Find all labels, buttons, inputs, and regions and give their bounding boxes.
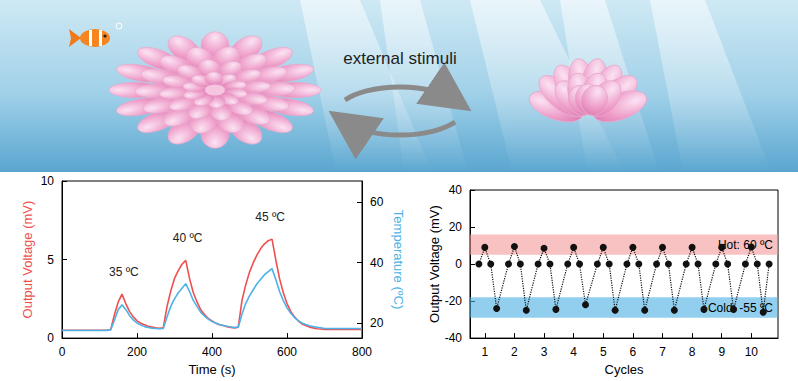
svg-text:Hot: 60 ºC: Hot: 60 ºC: [718, 238, 773, 252]
svg-text:3: 3: [541, 345, 548, 359]
svg-text:60: 60: [370, 195, 384, 209]
svg-text:Temperature (ºC): Temperature (ºC): [391, 210, 406, 309]
svg-text:200: 200: [127, 345, 147, 359]
svg-text:0: 0: [455, 257, 462, 271]
svg-text:800: 800: [352, 345, 372, 359]
svg-text:4: 4: [570, 345, 577, 359]
svg-text:0: 0: [47, 331, 54, 345]
svg-text:5: 5: [47, 253, 54, 267]
svg-text:40: 40: [370, 256, 384, 270]
svg-text:Cold: -55 ºC: Cold: -55 ºC: [707, 301, 773, 316]
svg-text:600: 600: [277, 345, 297, 359]
svg-text:Time (s): Time (s): [188, 362, 235, 377]
svg-text:45 ºC: 45 ºC: [255, 210, 285, 224]
svg-text:40 ºC: 40 ºC: [173, 231, 203, 245]
svg-text:10: 10: [41, 174, 55, 188]
svg-text:20: 20: [370, 316, 384, 330]
svg-text:-20: -20: [445, 294, 463, 308]
svg-text:400: 400: [202, 345, 222, 359]
svg-text:external stimuli: external stimuli: [343, 49, 456, 68]
svg-text:Output Voltage (mV): Output Voltage (mV): [427, 205, 442, 323]
svg-text:7: 7: [659, 345, 666, 359]
svg-text:6: 6: [630, 345, 637, 359]
svg-text:Cycles: Cycles: [604, 362, 644, 377]
svg-text:10: 10: [745, 345, 759, 359]
svg-text:2: 2: [511, 345, 518, 359]
svg-text:0: 0: [59, 345, 66, 359]
svg-text:20: 20: [449, 220, 463, 234]
svg-text:1: 1: [481, 345, 488, 359]
svg-text:5: 5: [600, 345, 607, 359]
svg-text:Output Voltage (mV): Output Voltage (mV): [20, 201, 35, 319]
svg-text:8: 8: [689, 345, 696, 359]
svg-text:40: 40: [449, 183, 463, 197]
svg-text:9: 9: [718, 345, 725, 359]
svg-text:-40: -40: [445, 331, 463, 345]
svg-text:35 ºC: 35 ºC: [109, 265, 139, 279]
